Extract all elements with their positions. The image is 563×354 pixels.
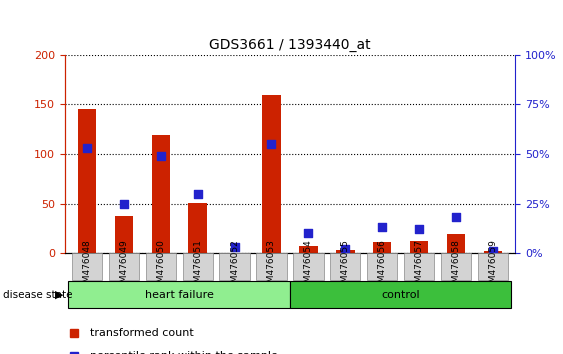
Point: [193, 191, 202, 196]
Bar: [151, 135, 170, 253]
FancyBboxPatch shape: [404, 253, 434, 280]
FancyBboxPatch shape: [293, 253, 324, 280]
Text: GSM476059: GSM476059: [489, 239, 498, 294]
Point: [156, 153, 165, 159]
Point: [341, 246, 350, 252]
Point: [415, 227, 424, 232]
FancyBboxPatch shape: [367, 253, 397, 280]
Text: GSM476057: GSM476057: [415, 239, 424, 294]
FancyBboxPatch shape: [290, 281, 511, 308]
FancyBboxPatch shape: [146, 253, 176, 280]
Point: [489, 248, 498, 254]
Bar: [447, 234, 465, 253]
FancyBboxPatch shape: [478, 253, 508, 280]
Bar: [262, 95, 281, 253]
FancyBboxPatch shape: [220, 253, 250, 280]
FancyBboxPatch shape: [182, 253, 213, 280]
FancyBboxPatch shape: [441, 253, 471, 280]
Bar: [189, 202, 207, 253]
Bar: [78, 109, 96, 253]
Text: GSM476053: GSM476053: [267, 239, 276, 294]
Text: GSM476055: GSM476055: [341, 239, 350, 294]
Text: heart failure: heart failure: [145, 290, 213, 300]
FancyBboxPatch shape: [109, 253, 139, 280]
Title: GDS3661 / 1393440_at: GDS3661 / 1393440_at: [209, 39, 371, 52]
Bar: [410, 241, 428, 253]
FancyBboxPatch shape: [72, 253, 102, 280]
Text: GSM476056: GSM476056: [378, 239, 387, 294]
FancyBboxPatch shape: [256, 253, 287, 280]
Bar: [299, 246, 318, 253]
Text: GSM476058: GSM476058: [452, 239, 461, 294]
FancyBboxPatch shape: [330, 253, 360, 280]
Text: GSM476050: GSM476050: [156, 239, 165, 294]
Point: [230, 244, 239, 250]
Point: [304, 230, 313, 236]
Point: [82, 145, 91, 151]
Bar: [336, 250, 355, 253]
Point: [452, 215, 461, 220]
Text: transformed count: transformed count: [90, 328, 193, 338]
Point: [267, 141, 276, 147]
Text: GSM476049: GSM476049: [119, 239, 128, 294]
Bar: [484, 251, 502, 253]
Text: GSM476052: GSM476052: [230, 239, 239, 294]
Point: [378, 224, 387, 230]
Bar: [373, 242, 391, 253]
Text: GSM476054: GSM476054: [304, 239, 313, 294]
Text: GSM476051: GSM476051: [193, 239, 202, 294]
Point: [119, 201, 128, 206]
Text: ▶: ▶: [55, 290, 64, 300]
Bar: [115, 216, 133, 253]
Text: GSM476048: GSM476048: [82, 239, 91, 294]
Text: percentile rank within the sample: percentile rank within the sample: [90, 351, 278, 354]
FancyBboxPatch shape: [69, 281, 290, 308]
Text: disease state: disease state: [3, 290, 72, 300]
Text: control: control: [381, 290, 420, 300]
